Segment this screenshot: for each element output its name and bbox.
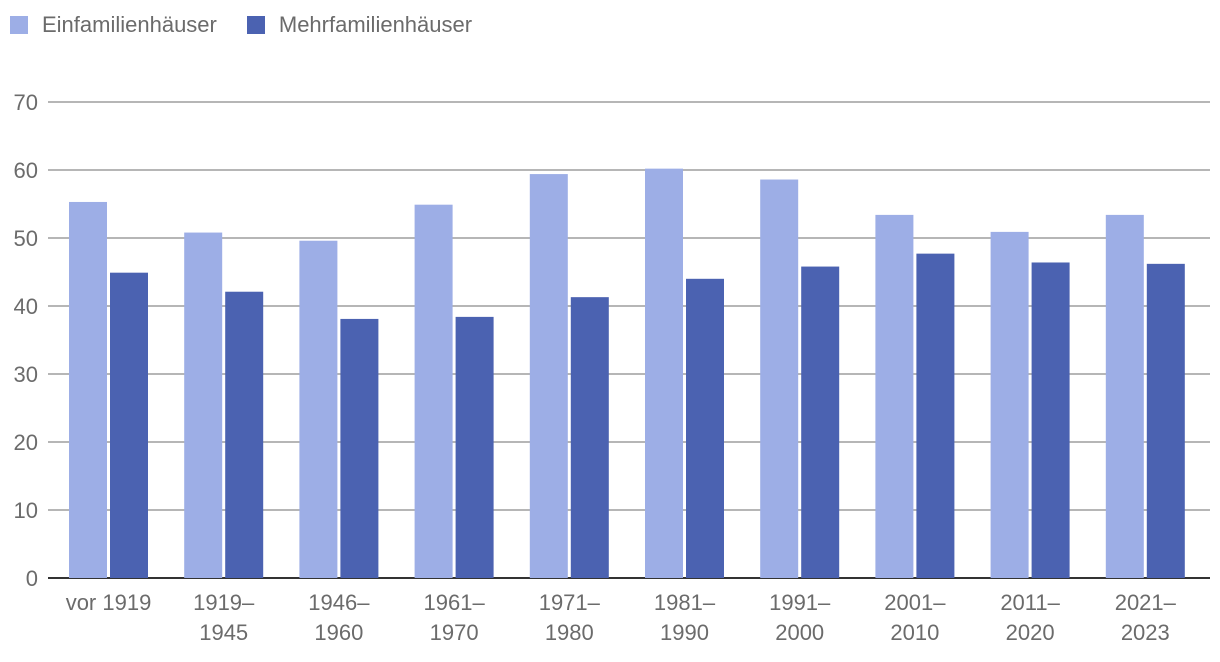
bar-einfamilienhaeuser-6 (760, 179, 799, 578)
y-tick-label-0: 0 (26, 566, 38, 591)
x-tick-label-2: 1946– 1960 (308, 590, 370, 645)
legend-swatch-mehrfamilienhaeuser (246, 16, 265, 34)
bar-mehrfamilienhaeuser-1 (225, 291, 264, 578)
bar-einfamilienhaeuser-9 (1105, 214, 1144, 578)
bar-mehrfamilienhaeuser-7 (916, 253, 955, 578)
x-tick-label-4: 1971– 1980 (539, 590, 601, 645)
bar-einfamilienhaeuser-2 (299, 240, 338, 578)
x-tick-label-9: 2021– 2023 (1115, 590, 1177, 645)
y-tick-label-40: 40 (14, 294, 38, 319)
bar-einfamilienhaeuser-7 (875, 214, 914, 578)
y-tick-label-50: 50 (14, 226, 38, 251)
x-tick-label-3: 1961– 1970 (424, 590, 486, 645)
y-tick-label-60: 60 (14, 158, 38, 183)
x-tick-label-8: 2011– 2020 (1000, 590, 1060, 645)
x-tick-label-0: vor 1919 (66, 590, 152, 615)
y-tick-label-70: 70 (14, 90, 38, 115)
legend-item-einfamilienhaeuser: Einfamilienhäuser (10, 12, 217, 38)
legend-swatch-einfamilienhaeuser (10, 16, 28, 34)
x-tick-label-7: 2001– 2010 (884, 590, 946, 645)
bar-mehrfamilienhaeuser-8 (1031, 262, 1070, 578)
bar-mehrfamilienhaeuser-5 (686, 278, 724, 578)
bar-mehrfamilienhaeuser-2 (340, 318, 379, 578)
bar-einfamilienhaeuser-4 (529, 174, 568, 578)
bar-einfamilienhaeuser-3 (414, 204, 453, 578)
bar-mehrfamilienhaeuser-3 (455, 316, 494, 578)
x-tick-label-5: 1981– 1990 (654, 590, 716, 645)
y-tick-label-30: 30 (14, 362, 38, 387)
bar-einfamilienhaeuser-0 (69, 201, 107, 578)
bar-einfamilienhaeuser-5 (645, 168, 683, 578)
bar-mehrfamilienhaeuser-0 (110, 272, 148, 578)
bar-mehrfamilienhaeuser-6 (801, 266, 840, 578)
legend-item-mehrfamilienhaeuser: Mehrfamilienhäuser (246, 12, 473, 38)
x-tick-label-1: 1919– 1945 (193, 590, 255, 645)
y-tick-label-20: 20 (14, 430, 38, 455)
bar-einfamilienhaeuser-1 (184, 232, 223, 578)
bar-einfamilienhaeuser-8 (990, 231, 1029, 578)
legend: Einfamilienhäuser Mehrfamilienhäuser (10, 12, 472, 38)
y-tick-label-10: 10 (14, 498, 38, 523)
legend-label-mehrfamilienhaeuser: Mehrfamilienhäuser (278, 12, 473, 37)
x-tick-label-6: 1991– 2000 (769, 590, 831, 645)
bar-mehrfamilienhaeuser-9 (1146, 263, 1185, 578)
legend-label-einfamilienhaeuser: Einfamilienhäuser (42, 12, 217, 37)
bar-mehrfamilienhaeuser-4 (570, 297, 609, 578)
